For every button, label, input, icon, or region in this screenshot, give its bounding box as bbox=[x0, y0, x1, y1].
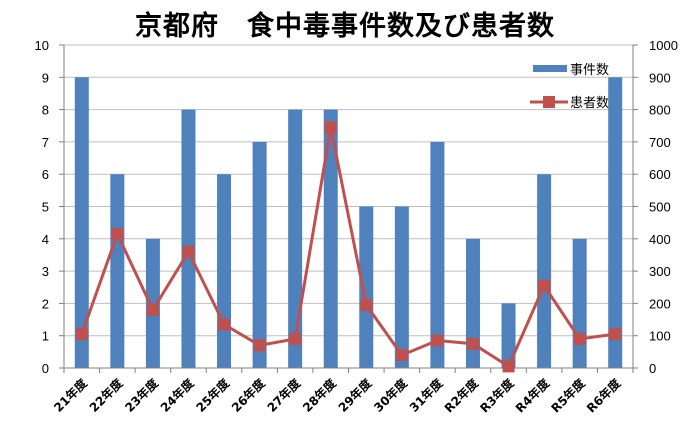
right-tick-label: 500 bbox=[649, 200, 671, 215]
left-tick-label: 9 bbox=[42, 70, 49, 85]
x-tick-label: 27年度 bbox=[264, 375, 304, 415]
left-tick-label: 2 bbox=[42, 296, 49, 311]
line-point bbox=[253, 339, 266, 352]
x-tick-label: 25年度 bbox=[193, 375, 233, 415]
x-tick-label: 24年度 bbox=[157, 375, 197, 415]
left-tick-label: 0 bbox=[42, 361, 49, 376]
bar bbox=[323, 109, 338, 368]
bar bbox=[74, 77, 89, 369]
x-tick-label: 30年度 bbox=[371, 375, 411, 415]
line-point bbox=[538, 279, 551, 292]
legend-line-label: 患者数 bbox=[570, 96, 609, 111]
legend-bar-label: 事件数 bbox=[570, 63, 609, 78]
left-tick-label: 7 bbox=[42, 135, 49, 150]
line-point bbox=[182, 245, 195, 258]
legend-bar-swatch bbox=[533, 65, 567, 72]
line-point bbox=[324, 121, 337, 134]
left-tick-label: 6 bbox=[42, 167, 49, 182]
right-tick-label: 900 bbox=[649, 70, 671, 85]
right-tick-label: 0 bbox=[649, 361, 656, 376]
bar bbox=[359, 206, 374, 368]
bar bbox=[181, 109, 196, 368]
line-point bbox=[111, 227, 124, 240]
line-path bbox=[80, 125, 616, 368]
line-point bbox=[573, 332, 586, 345]
bar bbox=[288, 109, 303, 368]
line-point bbox=[218, 318, 231, 331]
left-axis-ticks: 0 1 2 3 4 5 6 7 8 9 10 bbox=[35, 38, 49, 376]
x-tick-label: 21年度 bbox=[51, 375, 91, 415]
line-point bbox=[502, 360, 515, 373]
bar bbox=[252, 141, 267, 368]
right-tick-label: 400 bbox=[649, 232, 671, 247]
right-tick-label: 600 bbox=[649, 167, 671, 182]
x-tick-label: 29年度 bbox=[335, 375, 375, 415]
right-tick-label: 1000 bbox=[649, 38, 678, 53]
bar bbox=[394, 206, 409, 368]
line-point bbox=[466, 337, 479, 350]
left-tick-label: 8 bbox=[42, 103, 49, 118]
bar bbox=[145, 238, 160, 368]
line-point bbox=[609, 328, 622, 341]
line-point bbox=[395, 349, 408, 362]
left-tick-label: 1 bbox=[42, 329, 49, 344]
left-tick-label: 5 bbox=[42, 200, 49, 215]
left-tick-label: 3 bbox=[42, 264, 49, 279]
legend-line-marker bbox=[543, 96, 555, 108]
x-tick-label: R3年度 bbox=[477, 375, 518, 416]
left-tick-label: 10 bbox=[35, 38, 49, 53]
x-tick-label: R4年度 bbox=[512, 375, 553, 416]
bar bbox=[572, 238, 587, 368]
x-tick-label: R5年度 bbox=[548, 375, 589, 416]
x-tick-label: 31年度 bbox=[406, 375, 446, 415]
x-axis-ticks: 21年度22年度23年度24年度25年度26年度27年度28年度29年度30年度… bbox=[51, 375, 625, 416]
x-tick-label: R6年度 bbox=[583, 375, 624, 416]
x-tick-label: R2年度 bbox=[441, 375, 482, 416]
x-tick-label: 26年度 bbox=[228, 375, 268, 415]
x-tick-label: 22年度 bbox=[86, 375, 126, 415]
bar bbox=[537, 174, 552, 368]
bar bbox=[217, 174, 232, 368]
line-point bbox=[431, 334, 444, 347]
bar bbox=[465, 238, 480, 368]
bar bbox=[501, 303, 516, 368]
right-tick-label: 300 bbox=[649, 264, 671, 279]
line-point bbox=[289, 332, 302, 345]
x-tick-label: 23年度 bbox=[122, 375, 162, 415]
bar bbox=[110, 174, 125, 368]
left-tick-label: 4 bbox=[42, 232, 49, 247]
axes bbox=[59, 44, 638, 373]
line-series bbox=[75, 121, 622, 373]
right-tick-label: 800 bbox=[649, 103, 671, 118]
line-point bbox=[146, 303, 159, 316]
line-point bbox=[75, 328, 88, 341]
right-tick-label: 200 bbox=[649, 296, 671, 311]
right-axis-ticks: 0 100 200 300 400 500 600 700 800 900 1000 bbox=[649, 38, 678, 376]
line-point bbox=[360, 299, 373, 312]
right-tick-label: 100 bbox=[649, 329, 671, 344]
chart-title: 京都府 食中毒事件数及び患者数 bbox=[135, 11, 555, 42]
bar bbox=[608, 77, 623, 369]
bar bbox=[430, 141, 445, 368]
x-tick-label: 28年度 bbox=[299, 375, 339, 415]
right-tick-label: 700 bbox=[649, 135, 671, 150]
